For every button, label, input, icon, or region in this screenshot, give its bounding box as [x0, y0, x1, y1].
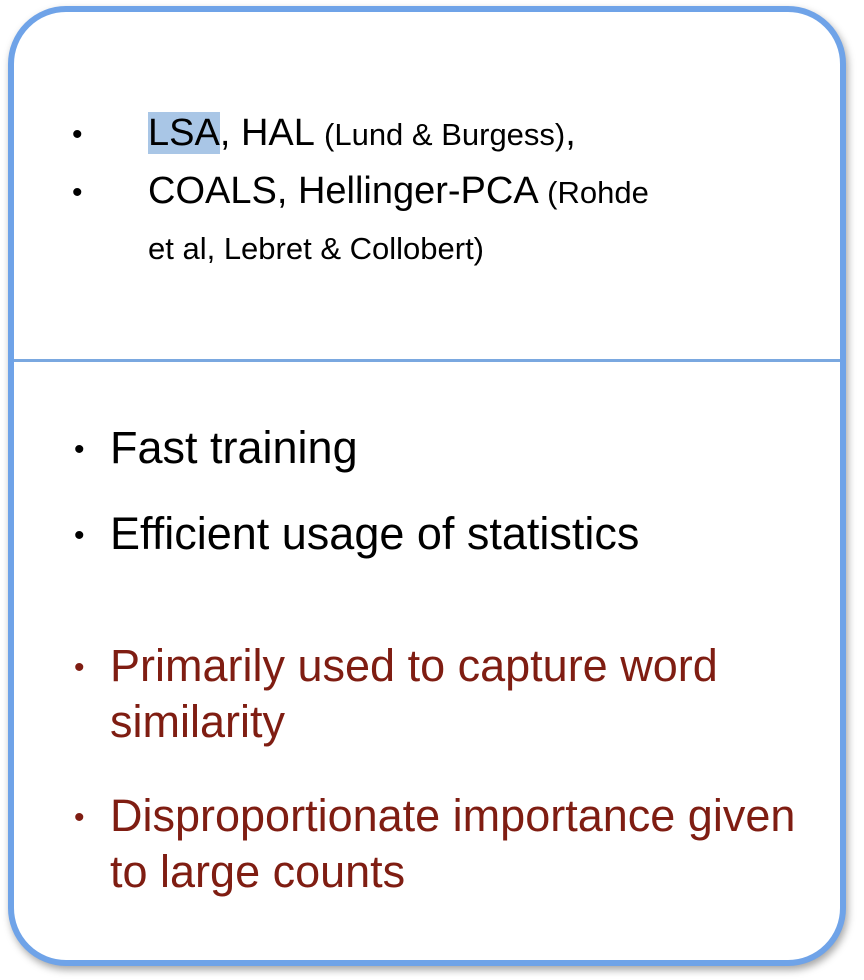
bullet-icon: • — [72, 176, 83, 209]
lsa-highlighted-text: LSA — [148, 112, 220, 154]
bullet-icon: • — [72, 118, 83, 151]
hal-citation: (Lund & Burgess) — [324, 117, 566, 152]
hal-text: , HAL — [219, 112, 325, 154]
method-text-lsa-hal: LSA, HAL (Lund & Burgess), — [148, 106, 798, 162]
bullet-icon: • — [74, 519, 85, 552]
pro-text: Efficient usage of statistics — [110, 508, 640, 559]
bullet-icon: • — [74, 433, 85, 466]
methods-section: • LSA, HAL (Lund & Burgess), • COALS, He… — [14, 12, 840, 359]
section-divider — [14, 359, 840, 362]
con-text: Disproportionate importance given to lar… — [110, 790, 796, 897]
coals-citation-a: (Rohde — [547, 175, 649, 210]
bullet-icon: • — [74, 801, 85, 834]
pro-text: Fast training — [110, 422, 358, 473]
coals-citation-b: et al, Lebret & Collobert) — [148, 231, 485, 266]
slide-card: • LSA, HAL (Lund & Burgess), • COALS, He… — [8, 6, 846, 966]
bullet-icon: • — [74, 651, 85, 684]
con-text: Primarily used to capture word similarit… — [110, 640, 718, 747]
trailing-comma: , — [565, 112, 576, 154]
method-text-coals: COALS, Hellinger-PCA (Rohde et al, Lebret… — [148, 164, 798, 276]
coals-text: COALS, Hellinger-PCA — [148, 170, 548, 212]
